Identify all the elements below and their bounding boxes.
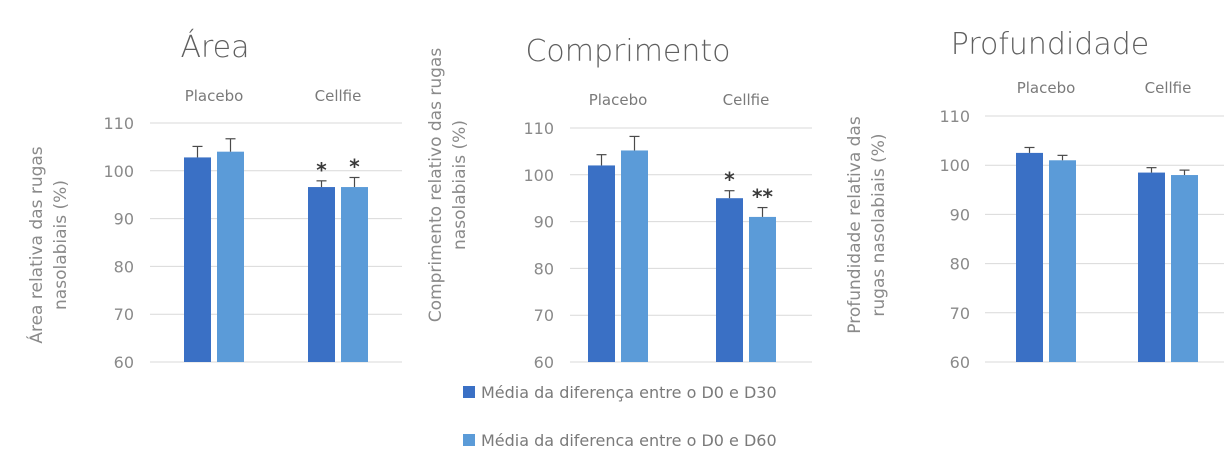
bar <box>1049 160 1076 362</box>
y-tick-label: 70 <box>950 304 970 323</box>
bar <box>184 157 211 362</box>
bar <box>308 187 335 362</box>
y-tick-label: 90 <box>114 210 134 229</box>
bar <box>1016 152 1043 362</box>
y-axis-label: rugas nasolabiais (%) <box>869 133 889 316</box>
y-tick-label: 60 <box>534 353 554 372</box>
y-tick-label: 100 <box>939 156 970 175</box>
bar <box>1138 172 1165 362</box>
legend: Média da diferença entre o D0 e D30 Médi… <box>463 383 777 450</box>
bar <box>621 150 648 362</box>
y-tick-label: 110 <box>103 114 134 133</box>
category-label: Placebo <box>1017 79 1076 97</box>
y-tick-label: 90 <box>950 205 970 224</box>
y-axis-label: nasolabiais (%) <box>450 120 470 250</box>
category-label: Cellfie <box>1145 79 1192 97</box>
bar <box>217 151 244 362</box>
y-tick-label: 110 <box>523 119 554 138</box>
y-tick-label: 70 <box>114 305 134 324</box>
y-tick-label: 110 <box>939 107 970 126</box>
legend-swatch-d30 <box>463 386 475 398</box>
chart-1: Área Área relativa das rugas nasolabiais (… <box>25 29 402 372</box>
category-label: Placebo <box>589 91 648 109</box>
y-tick-label: 60 <box>950 353 970 372</box>
y-tick-label: 80 <box>534 259 554 278</box>
y-axis-label: Profundidade relativa das <box>845 116 865 334</box>
y-tick-label: 100 <box>523 166 554 185</box>
bar <box>588 165 615 362</box>
legend-label-d60: Média da diferenca entre o D0 e D60 <box>481 431 777 450</box>
y-axis-label: Área relativa das rugas <box>25 146 47 343</box>
bar <box>749 216 776 362</box>
y-tick-label: 80 <box>950 255 970 274</box>
bar <box>1171 175 1198 362</box>
significance-marker: ** <box>752 185 773 209</box>
chart-title: Área <box>180 29 249 65</box>
y-axis-label: nasolabiais (%) <box>51 180 71 310</box>
bar <box>341 187 368 362</box>
y-tick-label: 70 <box>534 306 554 325</box>
legend-label-d30: Média da diferença entre o D0 e D30 <box>481 383 777 402</box>
legend-swatch-d60 <box>463 434 475 446</box>
y-axis-label: Comprimento relativo das rugas <box>426 48 446 323</box>
chart-title: Comprimento <box>525 34 730 69</box>
y-tick-label: 100 <box>103 162 134 181</box>
y-tick-label: 60 <box>114 353 134 372</box>
chart-title: Profundidade <box>951 27 1150 62</box>
chart-2: Comprimento Comprimento relativo das ruga… <box>426 34 812 372</box>
category-label: Cellfie <box>723 91 770 109</box>
bar <box>716 198 743 362</box>
category-label: Cellfie <box>315 87 362 105</box>
category-label: Placebo <box>185 87 244 105</box>
y-tick-label: 90 <box>534 213 554 232</box>
y-tick-label: 80 <box>114 257 134 276</box>
significance-marker: * <box>316 158 327 182</box>
chart-3: Profundidade Profundidade relativa das rug… <box>845 27 1224 372</box>
significance-marker: * <box>724 168 735 192</box>
significance-marker: * <box>349 154 360 178</box>
